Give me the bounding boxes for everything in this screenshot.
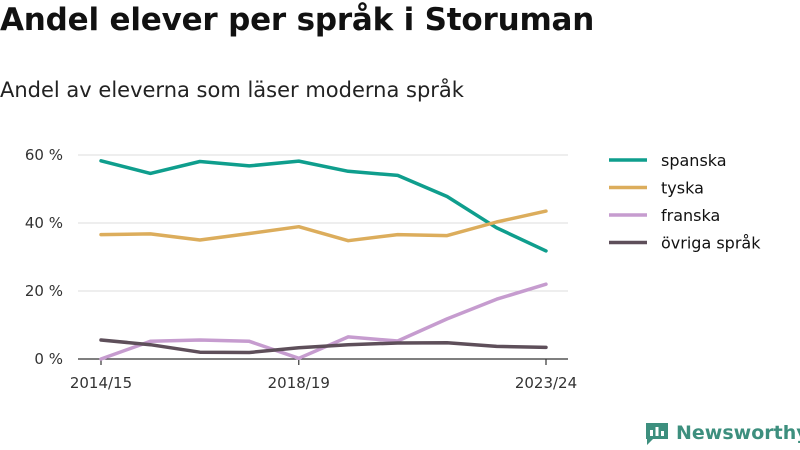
chart-title: Andel elever per språk i Storuman [0, 2, 595, 38]
y-tick-label: 20 % [25, 282, 63, 300]
newsworthy-logo-icon [646, 423, 668, 445]
y-tick-label: 0 % [34, 350, 63, 368]
legend-label-franska: franska [661, 206, 720, 225]
legend-label-spanska: spanska [661, 151, 727, 170]
chart-subtitle: Andel av eleverna som läser moderna språ… [0, 78, 464, 102]
legend-label-tyska: tyska [661, 179, 704, 198]
y-tick-label: 40 % [25, 214, 63, 232]
x-tick-label: 2023/24 [515, 374, 577, 392]
newsworthy-logo: Newsworthy [644, 420, 800, 446]
y-tick-label: 60 % [25, 146, 63, 164]
series-line-övriga-språk [99, 338, 548, 355]
x-tick-label: 2018/19 [268, 374, 330, 392]
legend-label-övriga-språk: övriga språk [661, 234, 761, 253]
series-line-tyska [99, 209, 548, 243]
series-line-spanska [99, 159, 548, 253]
brand-name: Newsworthy [676, 422, 800, 444]
x-tick-label: 2014/15 [70, 374, 132, 392]
